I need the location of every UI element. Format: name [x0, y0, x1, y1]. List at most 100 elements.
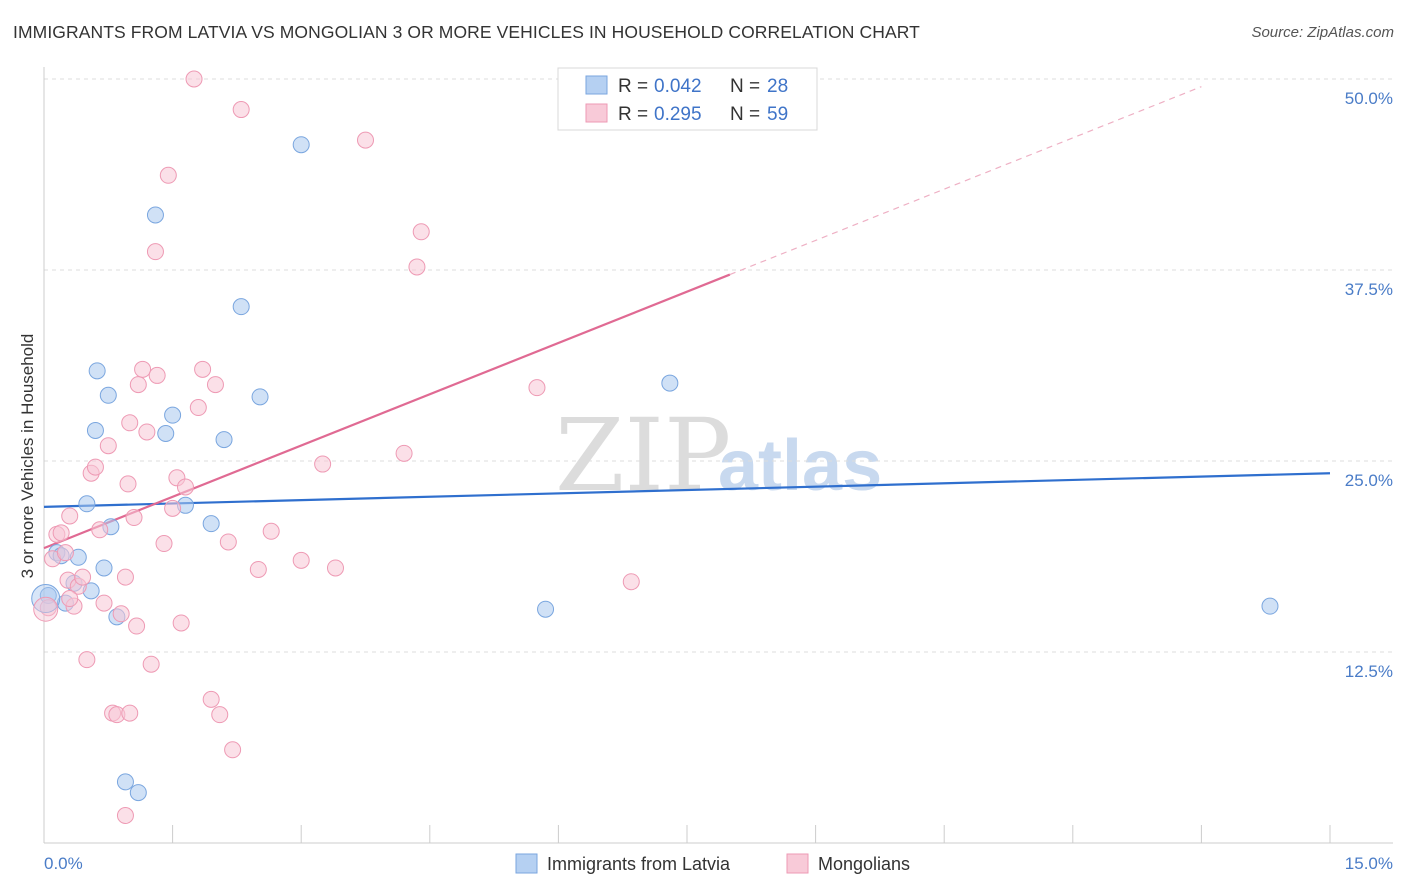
legend-r-label-mongolians: R =	[618, 104, 648, 125]
point-latvia	[232, 298, 250, 316]
point-mongolians	[408, 258, 426, 276]
data-points	[31, 70, 1279, 824]
point-mongolians	[119, 475, 137, 493]
point-mongolians	[121, 704, 139, 722]
axes	[43, 67, 1393, 844]
point-latvia	[95, 559, 113, 577]
point-latvia	[86, 421, 104, 439]
point-mongolians	[61, 590, 79, 608]
point-mongolians	[219, 533, 237, 551]
point-mongolians	[146, 243, 164, 261]
point-mongolians	[164, 499, 182, 517]
trendline-latvia	[43, 472, 1331, 508]
point-mongolians	[202, 690, 220, 708]
legend-swatch-mongolians	[585, 103, 608, 123]
stats-legend: R = 0.042 N = 28 R = 0.295 N = 59	[557, 67, 818, 131]
y-tick-label: 12.5%	[1345, 662, 1393, 681]
point-mongolians	[129, 376, 147, 394]
point-mongolians	[185, 70, 203, 88]
series-legend-swatch-latvia	[515, 853, 538, 874]
point-mongolians	[86, 458, 104, 476]
point-latvia	[146, 206, 164, 224]
point-mongolians	[357, 131, 374, 149]
point-latvia	[292, 136, 310, 154]
point-mongolians	[74, 568, 92, 586]
point-latvia	[537, 600, 555, 618]
point-mongolians	[116, 568, 134, 586]
y-tick-label: 37.5%	[1345, 280, 1393, 299]
point-mongolians	[159, 166, 177, 184]
y-tick-labels: 12.5% 25.0% 37.5% 50.0%	[1345, 89, 1393, 681]
point-mongolians	[249, 560, 267, 578]
point-mongolians	[52, 524, 70, 542]
point-mongolians	[99, 437, 117, 455]
series-legend: Immigrants from Latvia Mongolians	[515, 853, 910, 874]
point-mongolians	[155, 535, 173, 553]
point-mongolians	[395, 444, 413, 462]
point-mongolians	[292, 551, 310, 569]
point-mongolians	[412, 223, 430, 241]
point-mongolians	[224, 741, 242, 759]
point-mongolians	[138, 423, 156, 441]
trendline-extension-mongolians	[729, 86, 1202, 276]
point-latvia	[31, 584, 61, 614]
point-mongolians	[112, 605, 130, 623]
legend-r-value-mongolians: 0.295	[654, 104, 702, 125]
point-latvia	[99, 386, 117, 404]
trendlines	[43, 86, 1331, 550]
x-tick-label-max: 15.0%	[1345, 854, 1393, 873]
point-latvia	[157, 424, 175, 442]
point-mongolians	[121, 414, 139, 432]
legend-n-label-latvia: N =	[730, 76, 760, 97]
chart-title: IMMIGRANTS FROM LATVIA VS MONGOLIAN 3 OR…	[13, 22, 920, 42]
point-latvia	[251, 388, 269, 406]
legend-n-value-latvia: 28	[767, 76, 788, 97]
y-tick-label: 25.0%	[1345, 471, 1393, 490]
point-mongolians	[33, 596, 59, 622]
point-mongolians	[91, 521, 109, 539]
series-legend-label-latvia: Immigrants from Latvia	[547, 854, 731, 874]
point-mongolians	[116, 806, 134, 824]
y-tick-label: 50.0%	[1345, 89, 1393, 108]
point-mongolians	[95, 594, 113, 612]
legend-n-label-mongolians: N =	[730, 104, 760, 125]
point-mongolians	[622, 573, 640, 591]
legend-swatch-latvia	[585, 75, 608, 95]
point-mongolians	[314, 455, 332, 473]
point-mongolians	[262, 522, 280, 540]
gridlines	[44, 78, 1393, 653]
point-mongolians	[56, 544, 74, 562]
trendline-mongolians	[43, 273, 731, 550]
point-mongolians	[148, 366, 166, 384]
point-latvia	[1261, 597, 1279, 615]
source-credit: Source: ZipAtlas.com	[1251, 24, 1394, 41]
point-mongolians	[172, 614, 190, 632]
series-legend-label-mongolians: Mongolians	[818, 854, 910, 874]
point-latvia	[202, 515, 220, 533]
point-mongolians	[128, 617, 146, 635]
watermark-atlas: atlas	[718, 426, 882, 506]
point-latvia	[129, 784, 147, 802]
point-latvia	[164, 406, 182, 424]
point-mongolians	[194, 360, 212, 378]
point-latvia	[116, 773, 134, 791]
watermark-zip: ZIP	[555, 397, 731, 514]
point-latvia	[88, 362, 106, 380]
point-mongolians	[189, 399, 207, 417]
point-mongolians	[125, 509, 143, 527]
legend-n-value-mongolians: 59	[767, 104, 788, 125]
point-latvia	[661, 374, 679, 392]
point-latvia	[215, 431, 233, 449]
point-mongolians	[142, 655, 160, 673]
point-mongolians	[61, 507, 79, 525]
point-mongolians	[176, 478, 194, 496]
point-mongolians	[326, 559, 344, 577]
point-mongolians	[232, 101, 250, 119]
y-axis-title: 3 or more Vehicles in Household	[18, 334, 37, 579]
series-legend-swatch-mongolians	[786, 853, 809, 874]
point-mongolians	[211, 706, 229, 724]
legend-r-label-latvia: R =	[618, 76, 648, 97]
point-mongolians	[78, 651, 96, 669]
point-latvia	[78, 495, 96, 513]
